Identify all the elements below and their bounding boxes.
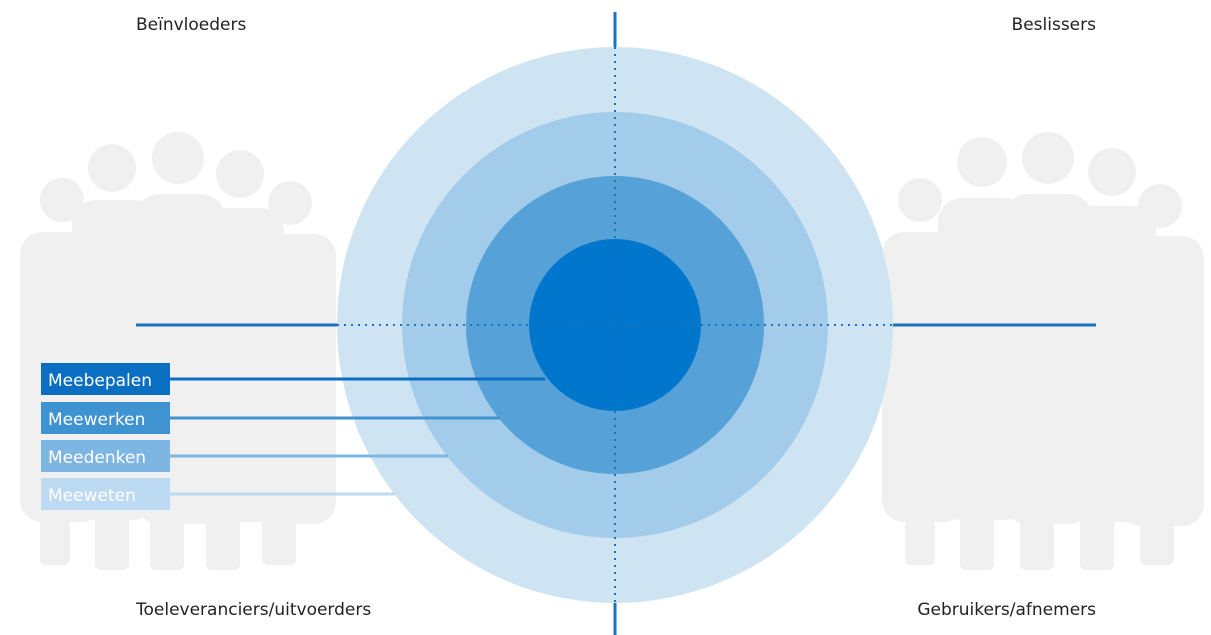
level-badge: [41, 402, 170, 434]
level-label: Meewerken: [48, 410, 145, 430]
level-badge: [41, 363, 170, 395]
quadrant-label-bottom-left: Toeleveranciers/uitvoerders: [135, 600, 371, 620]
ring-core: [529, 239, 701, 411]
level-meewerken: Meewerken: [41, 402, 500, 434]
level-meeweten: Meeweten: [41, 478, 395, 510]
quadrant-label-top-left: Beïnvloeders: [136, 15, 247, 35]
level-meebepalen: Meebepalen: [41, 363, 545, 395]
quadrant-label-bottom-right: Gebruikers/afnemers: [917, 600, 1096, 620]
level-label: Meedenken: [48, 448, 146, 468]
level-label: Meeweten: [48, 486, 136, 506]
people-group-right-icon: [882, 132, 1204, 570]
level-badge: [41, 440, 170, 472]
level-badge: [41, 478, 170, 510]
level-label: Meebepalen: [48, 371, 152, 391]
level-meedenken: Meedenken: [41, 440, 448, 472]
quadrant-label-top-right: Beslissers: [1012, 15, 1097, 35]
